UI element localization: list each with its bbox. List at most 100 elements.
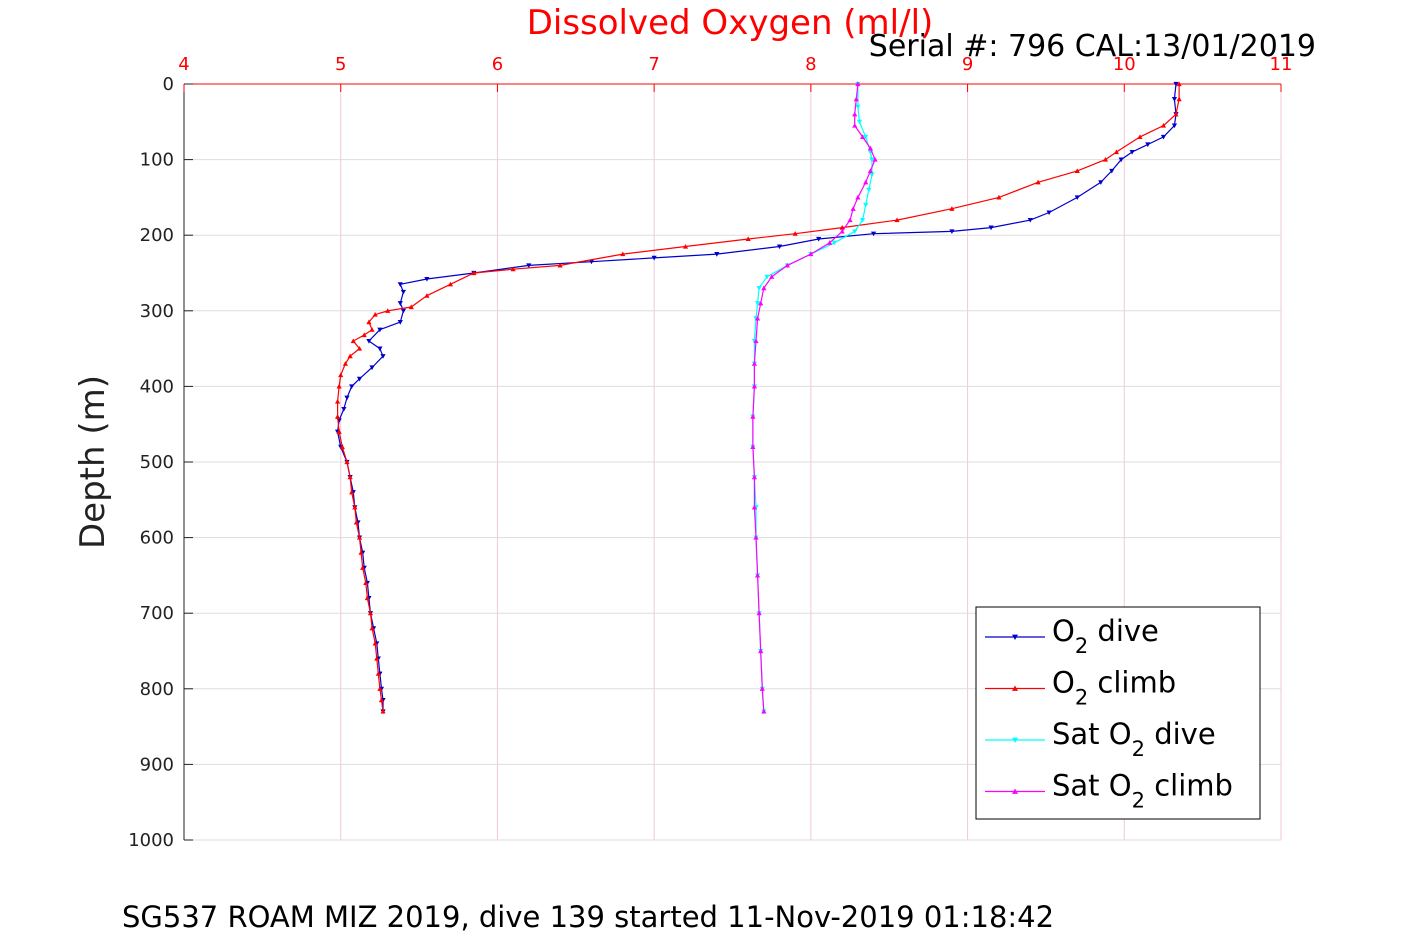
data-point bbox=[856, 119, 863, 125]
data-point bbox=[374, 655, 380, 661]
data-point bbox=[510, 266, 516, 272]
data-point bbox=[1129, 149, 1135, 155]
data-point bbox=[996, 194, 1002, 200]
data-point bbox=[364, 595, 370, 601]
legend-entry-label: O2 climb bbox=[1052, 666, 1176, 710]
x-tick-label: 10 bbox=[1113, 54, 1136, 75]
data-point bbox=[352, 504, 358, 510]
data-point bbox=[1074, 195, 1080, 200]
data-point bbox=[526, 263, 532, 269]
y-tick-label: 700 bbox=[140, 603, 174, 624]
data-point bbox=[366, 338, 372, 344]
series-group bbox=[334, 81, 1182, 715]
y-tick-labels: 0 100 200 300 400 500 600 700 800 900 1000 bbox=[128, 74, 174, 851]
serial-annotation: Serial #: 796 CAL:13/01/2019 bbox=[869, 29, 1316, 64]
data-point bbox=[1074, 168, 1080, 174]
data-point bbox=[869, 172, 875, 178]
data-point bbox=[753, 535, 759, 540]
data-point bbox=[380, 354, 386, 359]
data-point bbox=[852, 111, 858, 117]
legend-main-text: Sat O bbox=[1052, 717, 1132, 751]
data-point bbox=[363, 580, 369, 586]
data-point bbox=[360, 565, 366, 570]
data-point bbox=[1118, 157, 1124, 163]
data-point bbox=[894, 217, 900, 223]
data-point bbox=[870, 231, 877, 237]
data-point bbox=[1145, 142, 1151, 148]
legend-marker bbox=[1012, 685, 1018, 691]
data-point bbox=[859, 218, 866, 223]
data-point bbox=[863, 202, 869, 208]
data-point bbox=[751, 361, 758, 366]
data-point bbox=[758, 648, 764, 654]
data-point bbox=[350, 338, 356, 344]
data-point bbox=[1046, 210, 1052, 216]
data-point bbox=[375, 671, 381, 676]
data-point bbox=[1171, 97, 1178, 102]
data-point bbox=[758, 300, 764, 306]
data-point bbox=[408, 304, 414, 310]
data-point bbox=[808, 251, 814, 257]
data-point bbox=[855, 194, 861, 200]
legend-box bbox=[975, 606, 1261, 820]
x-tick-label: 11 bbox=[1270, 54, 1293, 75]
data-point bbox=[361, 332, 367, 338]
data-point bbox=[369, 625, 375, 631]
data-point bbox=[1173, 111, 1179, 117]
data-point bbox=[872, 157, 878, 162]
data-point bbox=[588, 259, 595, 265]
data-point bbox=[339, 444, 345, 449]
data-point bbox=[852, 229, 858, 235]
data-point bbox=[651, 255, 657, 261]
data-point bbox=[761, 708, 767, 714]
legend-marker bbox=[1012, 737, 1018, 743]
data-point bbox=[1160, 122, 1167, 128]
data-point bbox=[988, 225, 994, 231]
legend-main-text: O bbox=[1052, 614, 1075, 648]
data-point bbox=[764, 274, 770, 280]
data-point bbox=[347, 353, 353, 359]
y-tick-label: 500 bbox=[140, 452, 174, 473]
data-point bbox=[866, 187, 872, 193]
legend-entry-label: Sat O2 dive bbox=[1052, 717, 1216, 761]
data-point bbox=[400, 308, 406, 314]
chart-title: Dissolved Oxygen (ml/l) bbox=[527, 3, 934, 43]
data-point bbox=[831, 240, 837, 246]
data-point bbox=[776, 244, 783, 250]
data-point bbox=[356, 346, 363, 351]
data-point bbox=[751, 474, 758, 480]
data-point bbox=[424, 276, 430, 282]
data-point bbox=[1171, 123, 1178, 129]
data-point bbox=[750, 444, 756, 449]
data-point bbox=[338, 372, 344, 378]
data-point bbox=[344, 459, 350, 465]
data-point bbox=[816, 236, 822, 242]
data-point bbox=[761, 285, 767, 291]
x-tick-label: 8 bbox=[805, 54, 816, 75]
data-point bbox=[1176, 96, 1182, 102]
data-point bbox=[356, 376, 363, 382]
data-point bbox=[847, 217, 853, 223]
data-point bbox=[341, 407, 347, 412]
data-point bbox=[557, 262, 563, 268]
x-tick-label: 6 bbox=[492, 54, 503, 75]
legend-marker bbox=[1012, 634, 1018, 640]
legend-subscript: 2 bbox=[1132, 789, 1145, 813]
data-point bbox=[1109, 168, 1115, 174]
legend-subscript: 2 bbox=[1075, 634, 1088, 658]
data-point bbox=[334, 414, 341, 419]
data-point bbox=[1137, 134, 1143, 139]
legend-entry-label: Sat O2 climb bbox=[1052, 769, 1233, 813]
y-tick-label: 600 bbox=[140, 528, 174, 549]
axes bbox=[183, 83, 1282, 841]
data-point bbox=[850, 206, 856, 211]
y-tick-label: 300 bbox=[140, 301, 174, 322]
data-point bbox=[682, 243, 689, 249]
data-point bbox=[349, 489, 355, 495]
data-point bbox=[853, 96, 859, 102]
y-tick-label: 400 bbox=[140, 376, 174, 397]
data-point bbox=[447, 281, 454, 287]
data-point bbox=[949, 229, 955, 235]
y-tick-label: 100 bbox=[140, 150, 174, 171]
